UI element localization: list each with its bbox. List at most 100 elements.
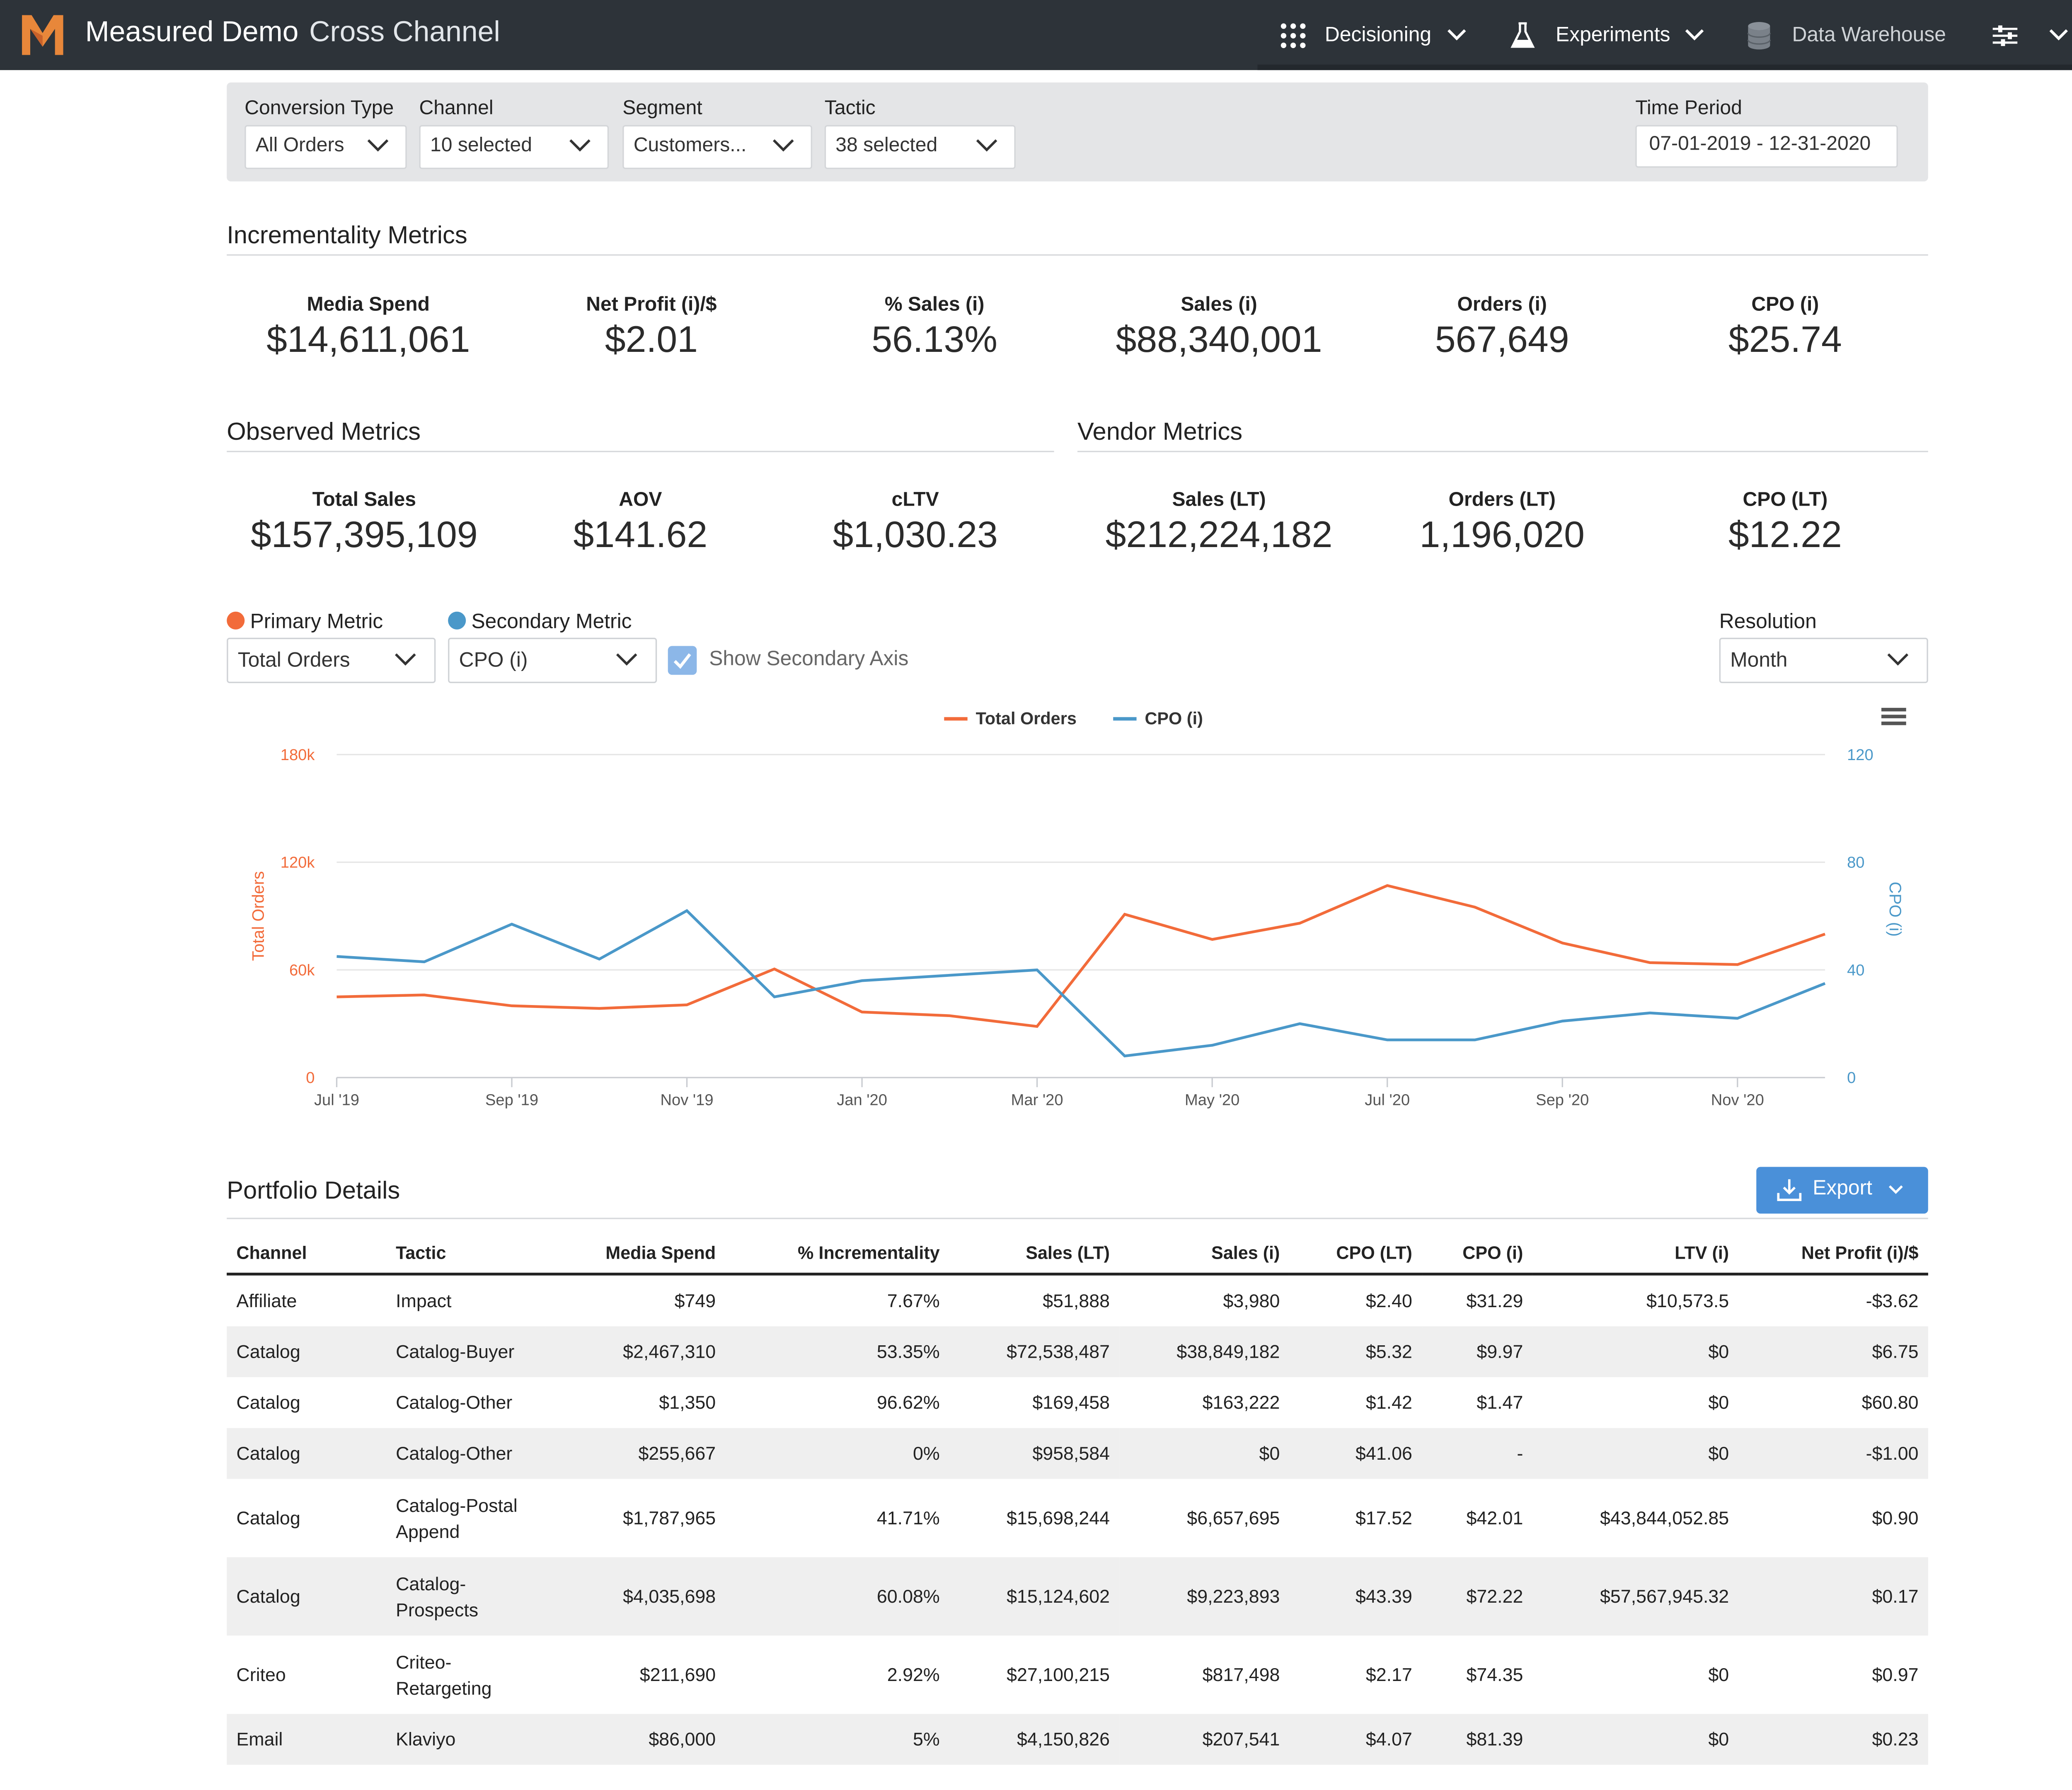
table-row[interactable]: Email Klaviyo $86,000 5% $4,150,826 $207… [227, 1714, 1928, 1765]
metric-value: 1,196,020 [1419, 514, 1585, 555]
metric-orders-i: Orders (i) 567,649 [1365, 294, 1639, 361]
col-net-profit[interactable]: Net Profit (i)/$ [1738, 1233, 1928, 1276]
settings-menu[interactable] [1992, 0, 2068, 70]
divider [227, 1218, 1928, 1219]
tactic-select[interactable]: 38 selected [824, 125, 1016, 169]
table-row[interactable]: Catalog Catalog-Other $255,667 0% $958,5… [227, 1428, 1928, 1479]
cell-tactic: Catalog-Postal Append [396, 1494, 518, 1542]
cell-cpo-lt: $2.17 [1365, 1664, 1412, 1685]
cell-tactic: Catalog-Other [386, 1428, 546, 1479]
time-period-value: 07-01-2019 - 12-31-2020 [1649, 133, 1871, 155]
cell-sales-lt: $169,458 [1032, 1392, 1110, 1413]
chevron-down-icon [367, 139, 389, 152]
nav-decisioning[interactable]: Decisioning [1279, 0, 1466, 70]
conversion-type-select[interactable]: All Orders [244, 125, 407, 169]
col-tactic[interactable]: Tactic [386, 1233, 546, 1276]
metric-sales-i: Sales (i) $88,340,001 [1082, 294, 1356, 361]
x-tick-label: Nov '19 [661, 1091, 714, 1109]
cell-sales-lt: $15,698,244 [1007, 1507, 1110, 1528]
conversion-type-value: All Orders [255, 134, 344, 157]
primary-metric-select[interactable]: Total Orders [227, 637, 436, 683]
cell-net-profit: $60.80 [1861, 1392, 1919, 1413]
secondary-metric-value: CPO (i) [459, 649, 528, 672]
chevron-down-icon [2049, 29, 2068, 41]
cell-sales-i: $817,498 [1202, 1664, 1280, 1685]
metric-value: $141.62 [573, 514, 708, 555]
cell-channel: Email [227, 1714, 386, 1765]
metric-label: % Sales (i) [884, 294, 985, 316]
col-media-spend[interactable]: Media Spend [545, 1233, 726, 1276]
table-row[interactable]: Criteo Criteo-Retargeting $211,690 2.92%… [227, 1635, 1928, 1714]
col-ltv-i[interactable]: LTV (i) [1532, 1233, 1739, 1276]
table-row[interactable]: Affiliate Impact $749 7.67% $51,888 $3,9… [227, 1274, 1928, 1326]
download-icon [1777, 1179, 1802, 1201]
time-period-input[interactable]: 07-01-2019 - 12-31-2020 [1635, 125, 1898, 168]
metric-sales-lt: Sales (LT) $212,224,182 [1082, 489, 1356, 557]
tactic-label: Tactic [824, 97, 876, 120]
cell-sales-i: $163,222 [1202, 1392, 1280, 1413]
col-sales-i[interactable]: Sales (i) [1119, 1233, 1290, 1276]
time-period-label: Time Period [1635, 97, 1742, 120]
cell-media-spend: $2,467,310 [545, 1326, 726, 1377]
metric-total-sales: Total Sales $157,395,109 [227, 489, 501, 557]
cell-pct-incrementality: 7.67% [887, 1291, 940, 1311]
table-row[interactable]: Catalog Catalog-Postal Append $1,787,965… [227, 1479, 1928, 1557]
cell-pct-incrementality: 60.08% [725, 1557, 949, 1636]
col-channel[interactable]: Channel [227, 1233, 386, 1276]
cell-ltv-i: $0 [1708, 1664, 1729, 1685]
segment-select[interactable]: Customers... [622, 125, 812, 169]
cell-cpo-lt: $4.07 [1289, 1714, 1422, 1765]
metric-value: $88,340,001 [1116, 319, 1322, 360]
primary-metric-label: Primary Metric [227, 610, 383, 634]
tactic-value: 38 selected [835, 134, 938, 157]
observed-title: Observed Metrics [227, 418, 421, 446]
col-pct-incrementality[interactable]: % Incrementality [725, 1233, 949, 1276]
metric-label: cLTV [891, 489, 939, 511]
cell-net-profit: $6.75 [1738, 1326, 1928, 1377]
export-button[interactable]: Export [1756, 1167, 1928, 1214]
cell-net-profit: -$1.00 [1738, 1428, 1928, 1479]
primary-color-dot [227, 611, 245, 630]
channel-select[interactable]: 10 selected [419, 125, 609, 169]
y-right-tick-label: 40 [1847, 961, 1864, 979]
database-icon [1747, 21, 1771, 49]
cell-cpo-i: $72.22 [1422, 1557, 1533, 1636]
chevron-down-icon [1685, 29, 1704, 41]
export-label: Export [1813, 1176, 1872, 1200]
col-cpo-i[interactable]: CPO (i) [1422, 1233, 1533, 1276]
divider [1077, 451, 1928, 453]
cell-tactic: Criteo-Retargeting [396, 1651, 492, 1698]
table-row[interactable]: Catalog Catalog-Other $1,350 96.62% $169… [227, 1377, 1928, 1428]
cell-ltv-i: $0 [1532, 1714, 1739, 1765]
col-cpo-lt[interactable]: CPO (LT) [1289, 1233, 1422, 1276]
show-secondary-axis-label[interactable]: Show Secondary Axis [709, 647, 909, 671]
metric-label: AOV [619, 489, 662, 511]
cell-sales-i: $6,657,695 [1187, 1507, 1280, 1528]
nav-experiments[interactable]: Experiments [1510, 0, 1705, 70]
resolution-select[interactable]: Month [1719, 637, 1928, 683]
measured-logo-icon[interactable] [19, 11, 66, 58]
table-row[interactable]: Catalog Catalog-Prospects $4,035,698 60.… [227, 1557, 1928, 1636]
cell-cpo-lt: $5.32 [1289, 1326, 1422, 1377]
secondary-metric-select[interactable]: CPO (i) [448, 637, 657, 683]
legend-item-label: Total Orders [976, 709, 1077, 728]
segment-value: Customers... [633, 134, 747, 157]
cell-ltv-i: $0 [1532, 1428, 1739, 1479]
metric-label: Sales (LT) [1172, 489, 1266, 511]
chart-menu-icon[interactable] [1881, 707, 1906, 725]
cell-cpo-i: $1.47 [1477, 1392, 1523, 1413]
nav-data-warehouse[interactable]: Data Warehouse [1747, 0, 1946, 70]
divider [227, 451, 1054, 453]
cell-tactic: Catalog-Prospects [386, 1557, 546, 1636]
cell-cpo-lt: $43.39 [1289, 1557, 1422, 1636]
cell-media-spend: $4,035,698 [545, 1557, 726, 1636]
show-secondary-axis-checkbox[interactable] [668, 646, 697, 675]
cell-channel: Catalog [236, 1392, 300, 1413]
cell-ltv-i: $43,844,052.85 [1600, 1507, 1729, 1528]
channel-label: Channel [419, 97, 494, 120]
col-sales-lt[interactable]: Sales (LT) [949, 1233, 1120, 1276]
metric-value: $2.01 [605, 319, 698, 360]
divider [227, 254, 1928, 256]
metric-cpo-lt: CPO (LT) $12.22 [1648, 489, 1922, 557]
table-row[interactable]: Catalog Catalog-Buyer $2,467,310 53.35% … [227, 1326, 1928, 1377]
